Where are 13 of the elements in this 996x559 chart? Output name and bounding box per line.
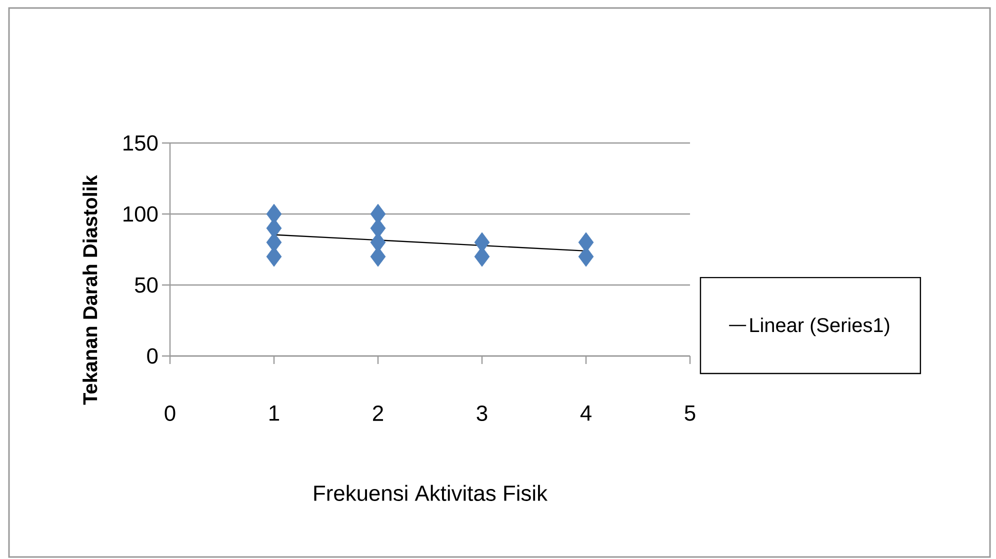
x-tick-label: 0 xyxy=(164,406,176,422)
x-tick-label: 5 xyxy=(684,406,696,421)
x-tick-label: 1 xyxy=(270,406,280,421)
y-axis-title: Tekanan Darah Diastolik xyxy=(82,174,98,405)
x-tick-label: 2 xyxy=(373,406,384,421)
x-tick-label: 4 xyxy=(580,406,592,421)
legend-label: Linear (Series1) xyxy=(750,318,890,336)
y-tick-label: 50 xyxy=(134,277,158,293)
x-tick-label: 3 xyxy=(476,406,488,422)
x-axis-title: Frekuensi Aktivitas Fisik xyxy=(314,484,548,502)
y-tick-label: 0 xyxy=(147,348,158,364)
y-tick-label: 100 xyxy=(124,206,158,222)
y-tick-label: 150 xyxy=(124,135,158,151)
